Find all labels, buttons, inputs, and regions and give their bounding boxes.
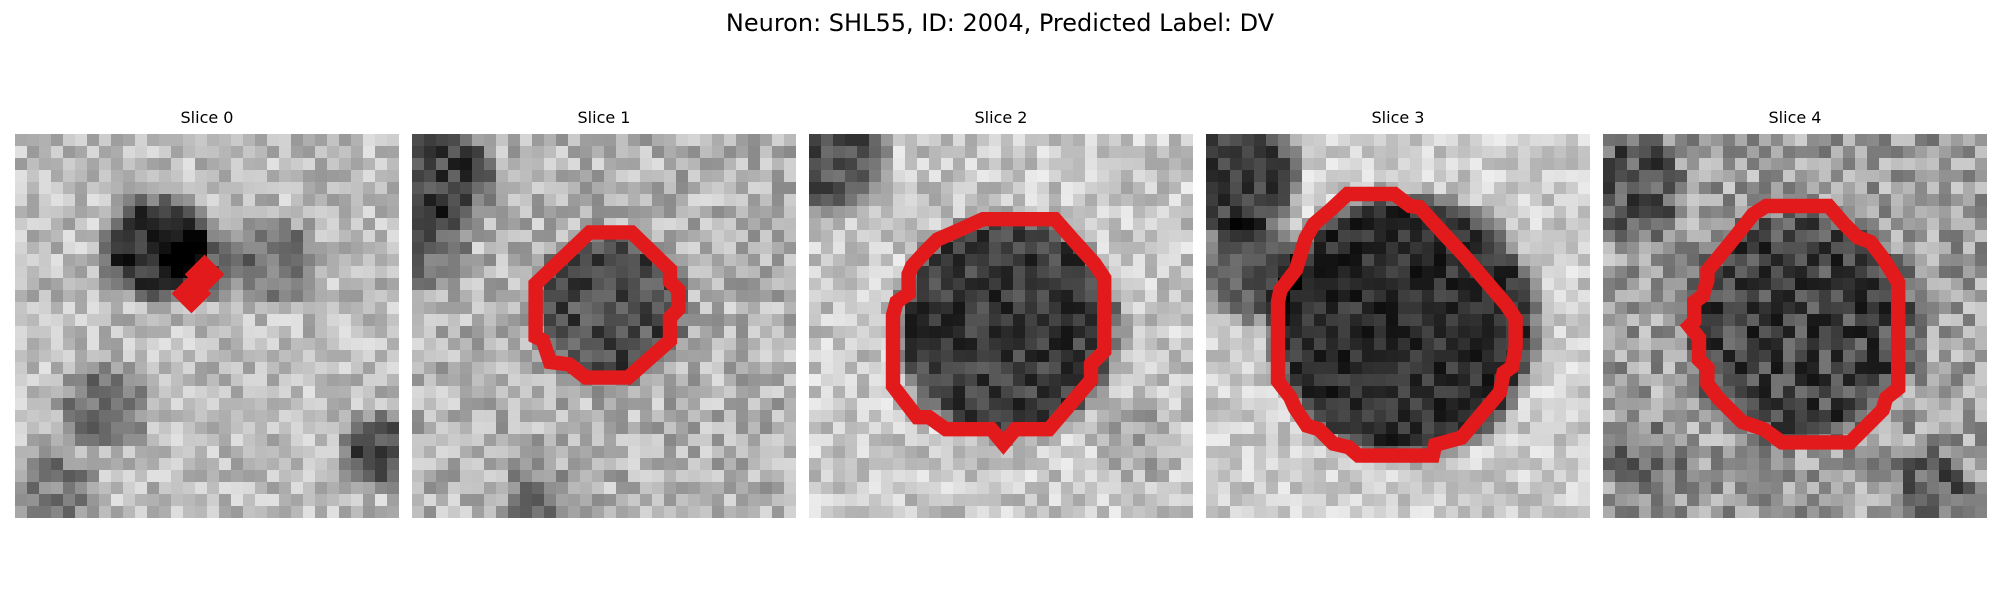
slice-panel-0: Slice 0 <box>15 108 399 518</box>
slice-panel-1: Slice 1 <box>412 108 796 518</box>
slice-pixels-4 <box>1603 134 1987 518</box>
slice-image-1 <box>412 134 796 518</box>
figure-title: Neuron: SHL55, ID: 2004, Predicted Label… <box>725 9 1275 37</box>
slice-pixels-0 <box>15 134 399 518</box>
slice-contour-3 <box>1270 186 1523 463</box>
slice-title-1: Slice 1 <box>577 108 631 127</box>
slice-image-0 <box>15 134 399 518</box>
slice-pixels-2 <box>809 134 1193 518</box>
slice-title-0: Slice 0 <box>180 108 234 127</box>
slice-image-2 <box>809 134 1193 518</box>
slice-image-3 <box>1206 134 1590 518</box>
slice-panel-4: Slice 4 <box>1603 108 1987 518</box>
slice-title-2: Slice 2 <box>974 108 1028 127</box>
slice-contour-0 <box>171 254 225 314</box>
slice-title-3: Slice 3 <box>1371 108 1425 127</box>
slice-pixels-1 <box>412 134 796 518</box>
slice-panel-2: Slice 2 <box>809 108 1193 518</box>
slice-panel-3: Slice 3 <box>1206 108 1590 518</box>
slice-image-4 <box>1603 134 1987 518</box>
slice-contour-2 <box>885 212 1112 455</box>
slice-title-4: Slice 4 <box>1768 108 1822 127</box>
slice-contour-1 <box>528 225 686 385</box>
slice-contour-4 <box>1679 198 1906 450</box>
